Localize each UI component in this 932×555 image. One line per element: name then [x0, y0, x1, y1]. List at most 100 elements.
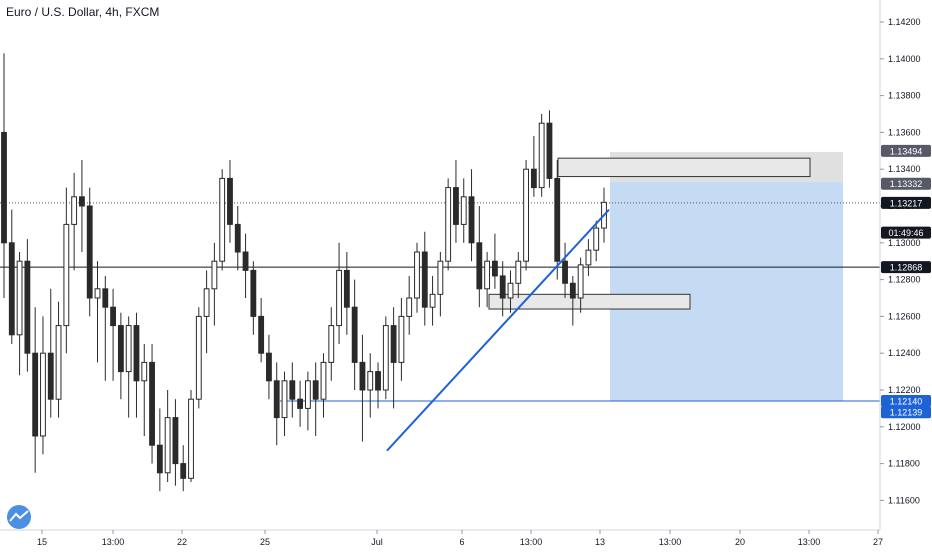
price-badge-label: 1.12868 — [890, 263, 923, 273]
trendline[interactable] — [386, 209, 610, 452]
candle-down — [149, 361, 155, 446]
y-tick-label: 1.12800 — [888, 275, 921, 285]
candle-down — [234, 223, 241, 253]
candle-up — [445, 187, 452, 262]
candle-up — [281, 380, 288, 419]
candle-down — [343, 269, 350, 308]
y-tick-label: 1.13400 — [888, 164, 921, 174]
candle-down — [32, 352, 39, 437]
candle-down — [562, 260, 568, 284]
candle-up — [94, 288, 101, 299]
candle-down — [476, 242, 483, 290]
candle-up — [219, 177, 226, 262]
candle-down — [453, 187, 459, 225]
y-tick-label: 1.13000 — [888, 238, 921, 248]
candle-up — [40, 352, 46, 437]
price-badge — [881, 261, 931, 274]
candle-down — [491, 260, 498, 277]
candle-up — [195, 315, 202, 400]
y-tick-label: 1.11600 — [888, 495, 920, 505]
rectangle-box[interactable] — [488, 293, 691, 310]
price-badge-label: 1.13217 — [890, 198, 923, 208]
y-tick-label: 1.13600 — [888, 127, 921, 137]
candle-down — [102, 288, 109, 308]
price-badge — [881, 177, 931, 190]
y-tick-label: 1.12200 — [888, 385, 921, 395]
candle-up — [16, 260, 23, 336]
x-tick-label: 13:00 — [520, 537, 543, 547]
candle-down — [499, 275, 506, 299]
candle-up — [460, 196, 467, 225]
rectangle-box[interactable] — [557, 157, 811, 178]
x-tick-label: 25 — [260, 537, 270, 547]
candle-down — [227, 177, 233, 225]
y-tick-label: 1.13800 — [888, 91, 921, 101]
candle-down — [156, 444, 163, 474]
candle-down — [312, 380, 319, 400]
x-tick-label: 20 — [735, 537, 745, 547]
candle-up — [304, 380, 311, 409]
x-tick-label: Jul — [371, 537, 383, 547]
candle-up — [141, 361, 148, 382]
logo-mark — [9, 510, 29, 522]
candle-down — [421, 251, 428, 308]
candle-down — [117, 325, 124, 373]
candle-up — [382, 325, 389, 391]
candle-down — [47, 352, 54, 400]
candle-down — [86, 205, 93, 299]
price-badge-label: 1.12139 — [890, 408, 923, 418]
x-tick-label: 22 — [177, 537, 187, 547]
candle-up — [523, 168, 529, 262]
candle-up — [211, 260, 218, 290]
candle-up — [164, 417, 171, 474]
candle-up — [437, 260, 444, 295]
candle-up — [593, 227, 600, 251]
tradingview-logo-icon — [7, 505, 31, 529]
candle-up — [328, 325, 335, 363]
candle-up — [203, 288, 210, 317]
candle-up — [320, 361, 327, 400]
candle-down — [8, 242, 15, 336]
x-tick-label: 27 — [873, 537, 883, 547]
candle-down — [242, 251, 249, 271]
candle-up — [515, 260, 522, 284]
price-badge — [881, 144, 931, 157]
candle-down — [24, 260, 31, 354]
candle-down — [351, 306, 358, 363]
price-badge-label: 01:49:46 — [888, 228, 923, 238]
candle-down — [530, 168, 537, 189]
y-tick-label: 1.12400 — [888, 348, 921, 358]
candle-up — [406, 297, 413, 317]
candle-down — [172, 417, 179, 465]
price-badge — [881, 226, 931, 239]
candle-up — [398, 315, 405, 363]
candle-down — [79, 196, 85, 207]
candle-down — [133, 325, 140, 382]
candle-up — [55, 325, 62, 400]
y-tick-label: 1.14200 — [888, 17, 921, 27]
price-badge-label: 1.13332 — [890, 179, 923, 189]
candle-down — [250, 269, 257, 317]
candle-up — [336, 269, 342, 327]
candle-down — [468, 196, 475, 244]
candle-down — [273, 380, 280, 419]
candle-down — [266, 352, 272, 382]
candle-down — [546, 122, 553, 179]
position-target-zone[interactable] — [610, 181, 843, 402]
y-tick-label: 1.12000 — [888, 422, 921, 432]
candle-up — [429, 293, 436, 308]
price-badge-label: 1.13494 — [890, 146, 923, 156]
candle-down — [554, 177, 561, 262]
candle-up — [414, 251, 420, 299]
x-tick-label: 15 — [37, 537, 47, 547]
x-tick-label: 13 — [595, 537, 605, 547]
candle-down — [359, 361, 366, 391]
candle-down — [1, 131, 7, 244]
candle-up — [577, 264, 584, 299]
candle-down — [375, 371, 381, 391]
candle-up — [188, 398, 194, 479]
candle-up — [484, 260, 491, 290]
candle-down — [297, 398, 304, 409]
